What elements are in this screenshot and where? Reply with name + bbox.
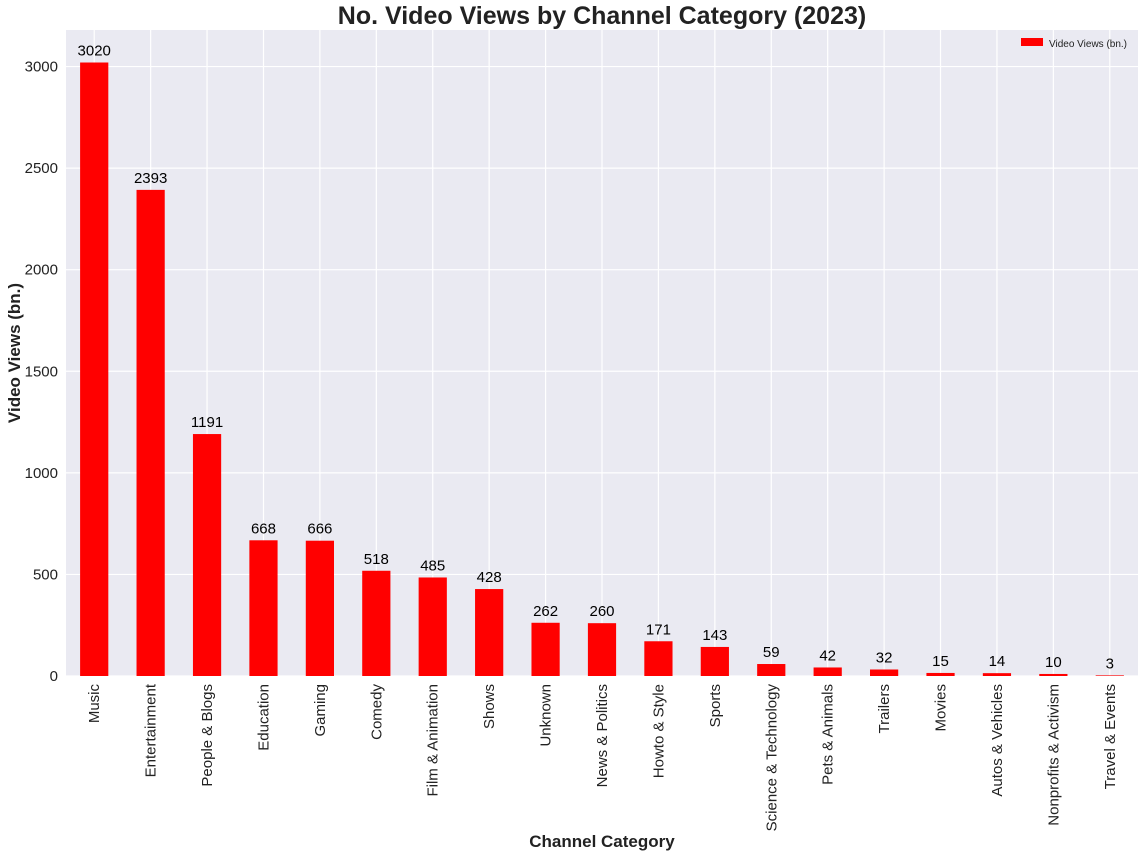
- bar: [192, 434, 222, 676]
- value-label: 32: [876, 649, 893, 666]
- bar: [1039, 673, 1068, 676]
- x-tick-label: Education: [255, 684, 272, 751]
- x-axis-label: Channel Category: [529, 832, 675, 851]
- legend-entry: Video Views (bn.): [1049, 39, 1127, 50]
- legend-swatch: [1021, 38, 1043, 46]
- bar: [870, 669, 899, 676]
- value-label: 2393: [134, 170, 167, 187]
- y-tick-label: 1000: [25, 465, 58, 482]
- x-tick-label: Nonprofits & Activism: [1045, 684, 1062, 826]
- value-label: 518: [364, 551, 389, 568]
- x-tick-label: Comedy: [368, 684, 385, 740]
- chart-title: No. Video Views by Channel Category (202…: [337, 2, 867, 30]
- value-label: 171: [646, 621, 671, 638]
- x-tick-label: Music: [86, 684, 103, 724]
- bar: [80, 62, 109, 676]
- bar: [644, 641, 673, 676]
- bar: [757, 664, 786, 676]
- bar: [249, 540, 278, 676]
- bar: [982, 673, 1012, 676]
- x-tick-label: Howto & Style: [650, 684, 667, 778]
- y-axis-ticks: 0 500 1000 1500 2000 2500 3000: [25, 59, 58, 685]
- x-tick-label: Movies: [933, 684, 950, 732]
- x-axis-ticks: Music Entertainment People & Blogs Educatio…: [86, 683, 1119, 831]
- bars: [80, 62, 1124, 676]
- y-tick-label: 3000: [25, 59, 58, 76]
- y-tick-label: 1500: [25, 363, 58, 380]
- value-label: 668: [251, 520, 276, 537]
- value-label: 485: [420, 557, 445, 574]
- value-label: 1191: [191, 414, 223, 431]
- value-label: 15: [932, 653, 949, 670]
- x-tick-label: Autos & Vehicles: [989, 684, 1006, 797]
- y-axis-label: Video Views (bn.): [5, 283, 24, 423]
- value-label: 262: [533, 603, 558, 620]
- y-tick-label: 500: [33, 566, 58, 583]
- x-tick-label: Sports: [707, 684, 724, 727]
- bar: [305, 540, 334, 676]
- value-label: 14: [989, 653, 1006, 670]
- value-label: 260: [589, 603, 614, 620]
- x-tick-label: Science & Technology: [763, 684, 780, 832]
- value-label: 3: [1106, 655, 1114, 672]
- value-label: 42: [819, 647, 836, 664]
- y-tick-label: 2000: [25, 262, 58, 279]
- bar: [136, 189, 165, 676]
- x-tick-label: News & Politics: [594, 684, 611, 787]
- bar: [418, 577, 447, 676]
- y-tick-label: 0: [50, 668, 58, 685]
- x-tick-label: Entertainment: [143, 683, 160, 777]
- bar: [362, 570, 391, 676]
- y-tick-label: 2500: [25, 160, 58, 177]
- bar: [531, 622, 560, 676]
- value-label: 59: [763, 644, 780, 661]
- x-tick-label: Gaming: [312, 684, 329, 737]
- bar: [700, 646, 729, 676]
- legend: Video Views (bn.): [1021, 38, 1127, 50]
- bar: [475, 589, 504, 676]
- x-tick-label: Shows: [481, 684, 498, 729]
- bar: [1095, 675, 1124, 676]
- value-label: 10: [1045, 654, 1062, 671]
- value-label: 666: [307, 521, 332, 538]
- bar: [813, 667, 842, 676]
- x-tick-label: Travel & Events: [1102, 684, 1119, 789]
- value-label: 428: [477, 569, 502, 586]
- x-tick-label: Film & Animation: [425, 684, 442, 797]
- x-tick-label: Trailers: [876, 684, 893, 733]
- x-tick-label: Pets & Animals: [820, 684, 837, 785]
- value-label: 3020: [78, 43, 111, 60]
- value-label: 143: [702, 627, 727, 644]
- x-tick-label: Unknown: [538, 684, 555, 747]
- x-tick-label: People & Blogs: [199, 684, 216, 787]
- bar: [587, 623, 617, 676]
- bar: [926, 672, 955, 676]
